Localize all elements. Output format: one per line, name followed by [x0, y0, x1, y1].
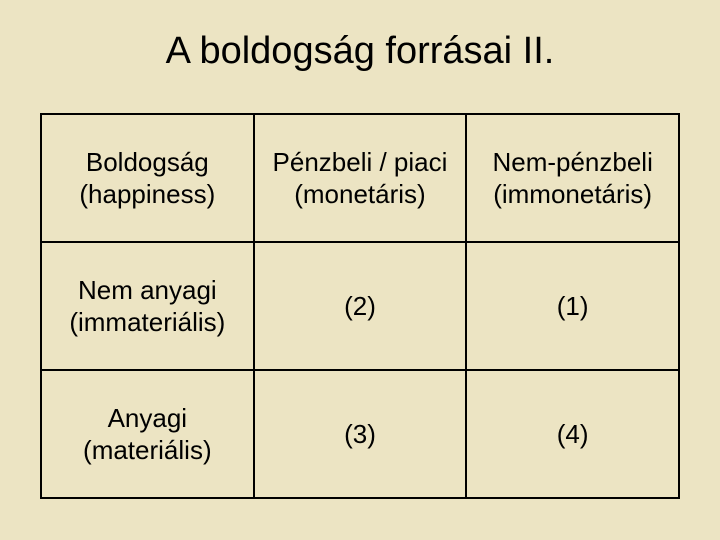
- cell-value-3: (3): [254, 370, 467, 498]
- slide: A boldogság forrásai II. Boldogság (happ…: [0, 0, 720, 540]
- cell-line1: Nem-pénzbeli: [492, 147, 652, 177]
- table-row: Anyagi (materiális) (3) (4): [41, 370, 679, 498]
- cell-value-4: (4): [466, 370, 679, 498]
- cell-header-penzbeli: Pénzbeli / piaci (monetáris): [254, 114, 467, 242]
- cell-line1: Boldogság: [86, 147, 209, 177]
- cell-header-boldogsag: Boldogság (happiness): [41, 114, 254, 242]
- cell-line2: (immonetáris): [493, 179, 652, 209]
- cell-value-1: (1): [466, 242, 679, 370]
- table-row: Boldogság (happiness) Pénzbeli / piaci (…: [41, 114, 679, 242]
- cell-value-2: (2): [254, 242, 467, 370]
- slide-title: A boldogság forrásai II.: [40, 30, 680, 73]
- cell-row-anyagi: Anyagi (materiális): [41, 370, 254, 498]
- cell-line2: (monetáris): [294, 179, 425, 209]
- cell-line1: Anyagi: [108, 403, 188, 433]
- cell-line1: Pénzbeli / piaci: [273, 147, 448, 177]
- table-row: Nem anyagi (immateriális) (2) (1): [41, 242, 679, 370]
- cell-line2: (materiális): [83, 435, 212, 465]
- cell-line1: Nem anyagi: [78, 275, 217, 305]
- cell-header-nem-penzbeli: Nem-pénzbeli (immonetáris): [466, 114, 679, 242]
- cell-line2: (immateriális): [69, 307, 225, 337]
- cell-row-nem-anyagi: Nem anyagi (immateriális): [41, 242, 254, 370]
- cell-line2: (happiness): [79, 179, 215, 209]
- sources-table: Boldogság (happiness) Pénzbeli / piaci (…: [40, 113, 680, 499]
